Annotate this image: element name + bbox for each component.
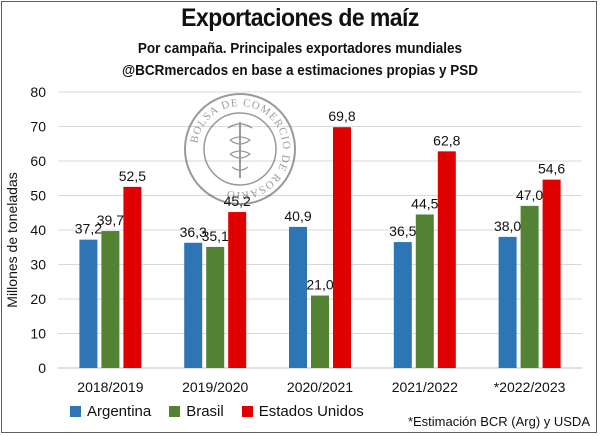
y-tick-label: 50	[30, 188, 46, 204]
bar-argentina	[289, 226, 307, 368]
y-tick-label: 70	[30, 119, 46, 135]
bcr-seal-watermark-icon: BOLSA DE COMERCIO DE ROSARIO	[184, 93, 296, 205]
bar-brasil	[311, 295, 329, 368]
legend-item-argentina: Argentina	[70, 403, 151, 420]
x-tick-label: 2021/2022	[392, 379, 458, 395]
bar-brasil	[520, 205, 539, 368]
data-label: 44,5	[411, 195, 438, 211]
y-tick-label: 20	[30, 291, 46, 307]
data-label: 36,5	[389, 223, 416, 239]
data-label: 62,8	[433, 132, 460, 148]
data-label: 47,0	[516, 187, 543, 203]
x-tick-label: 2020/2021	[287, 379, 353, 395]
y-tick-label: 80	[30, 84, 46, 100]
x-tick-label: 2019/2020	[182, 379, 248, 395]
x-tick-label: 2018/2019	[77, 379, 143, 395]
bar-argentina	[498, 236, 517, 368]
data-label: 38,0	[494, 218, 521, 234]
bar-estados-unidos	[333, 127, 351, 368]
bar-argentina	[79, 239, 98, 368]
y-tick-label: 40	[30, 222, 46, 238]
data-label: 52,5	[119, 168, 146, 184]
data-label: 40,9	[284, 208, 311, 224]
legend-item-estados-unidos: Estados Unidos	[241, 403, 364, 420]
x-tick-label: *2022/2023	[494, 379, 566, 395]
bar-estados-unidos	[437, 151, 456, 368]
legend-swatch	[241, 406, 253, 417]
bar-brasil	[415, 214, 434, 368]
bar-brasil	[101, 231, 120, 368]
chart-subtitle-line1: Por campaña. Principales exportadores mu…	[137, 40, 463, 57]
data-label: 39,7	[97, 212, 124, 228]
legend-label: Brasil	[186, 403, 224, 420]
y-tick-label: 10	[30, 326, 46, 342]
data-label: 36,3	[180, 224, 207, 240]
y-tick-label: 60	[30, 153, 46, 169]
footnote: *Estimación BCR (Arg) y USDA	[407, 414, 590, 429]
data-label: 54,6	[538, 161, 565, 177]
y-tick-label: 0	[38, 360, 46, 376]
chart-legend: Argentina Brasil Estados Unidos	[70, 403, 364, 420]
chart-subtitle-line2: @BCRmercados en base a estimaciones prop…	[121, 62, 479, 79]
data-label: 45,2	[224, 193, 251, 209]
legend-label: Estados Unidos	[258, 403, 364, 420]
legend-label: Argentina	[87, 403, 152, 420]
data-label: 35,1	[202, 228, 229, 244]
data-label: 37,2	[75, 221, 102, 237]
bar-estados-unidos	[123, 186, 142, 368]
legend-item-brasil: Brasil	[169, 403, 224, 420]
y-tick-label: 30	[30, 257, 46, 273]
bar-estados-unidos	[542, 179, 561, 368]
legend-swatch	[70, 406, 81, 417]
bar-argentina	[184, 242, 203, 368]
bar-argentina	[393, 242, 412, 368]
legend-swatch	[169, 406, 181, 417]
data-label: 21,0	[306, 277, 333, 293]
chart-title: Exportaciones de maíz	[181, 4, 419, 32]
bar-estados-unidos	[228, 212, 247, 368]
bar-brasil	[206, 246, 225, 368]
data-label: 69,8	[328, 108, 355, 124]
